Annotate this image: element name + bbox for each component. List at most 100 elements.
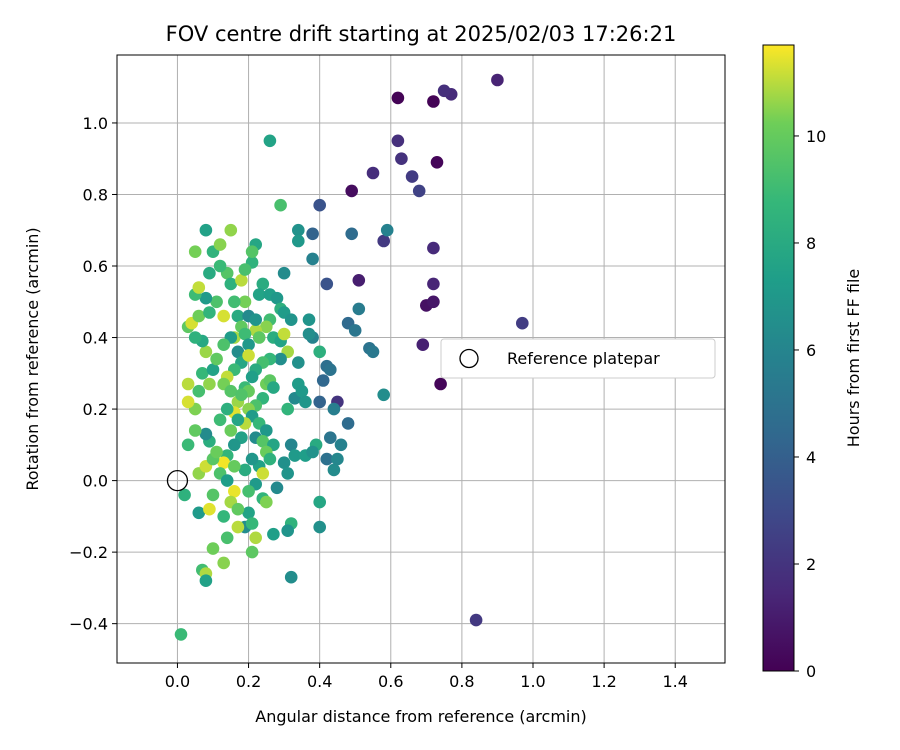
data-point	[320, 277, 334, 291]
colorbar-tick-label: 8	[806, 234, 816, 253]
data-point	[231, 502, 245, 516]
legend-box	[440, 338, 716, 379]
data-point	[263, 452, 277, 466]
data-point	[252, 288, 266, 301]
data-point	[231, 520, 245, 534]
colorbar-tick-label: 0	[806, 662, 816, 681]
data-point	[245, 517, 259, 530]
colorbar: 0 2 4 6 8 10 Hours from first FF file	[762, 44, 863, 681]
data-point	[327, 463, 341, 477]
legend: Reference platepar	[440, 338, 716, 379]
data-point	[277, 456, 291, 470]
data-point	[377, 234, 391, 248]
y-tick-label: 1.0	[83, 114, 108, 133]
data-point	[174, 628, 188, 641]
data-point	[277, 266, 291, 280]
data-point	[405, 170, 419, 183]
data-point	[260, 320, 273, 334]
data-point	[274, 352, 287, 366]
axes-frame	[116, 54, 726, 664]
data-point	[391, 91, 405, 105]
data-point	[324, 363, 337, 377]
data-point	[427, 277, 440, 291]
y-tick-label: 0.2	[83, 400, 108, 419]
data-point	[281, 402, 295, 416]
data-point	[210, 352, 223, 366]
data-point	[292, 234, 305, 248]
data-point	[391, 134, 405, 148]
data-point	[302, 313, 316, 327]
x-tick-label: 0.0	[165, 672, 190, 691]
colorbar-tick-label: 6	[806, 341, 816, 360]
data-point	[178, 488, 191, 502]
data-point	[352, 302, 366, 316]
x-tick-label: 0.8	[449, 672, 474, 691]
x-tick-label: 0.4	[307, 672, 332, 691]
data-point	[313, 520, 327, 534]
legend-marker-icon	[459, 348, 479, 369]
y-tick-label: −0.2	[69, 543, 108, 562]
legend-entry-reference: Reference platepar	[507, 349, 660, 368]
data-point	[224, 223, 238, 237]
data-point	[245, 370, 259, 384]
data-point	[210, 295, 223, 309]
data-point	[380, 223, 394, 237]
data-point	[516, 316, 529, 330]
reference-point	[166, 469, 189, 492]
data-point	[245, 545, 259, 559]
x-tick-label: 1.2	[591, 672, 616, 691]
data-point	[267, 381, 280, 394]
data-point	[238, 295, 252, 309]
data-point	[430, 156, 444, 169]
data-point	[281, 467, 295, 480]
data-point	[242, 506, 255, 520]
data-point	[313, 495, 327, 509]
data-point	[299, 395, 312, 409]
x-tick-label: 0.2	[236, 672, 261, 691]
data-point	[188, 245, 202, 258]
data-point	[181, 377, 195, 391]
data-point	[199, 291, 213, 305]
data-point	[427, 295, 440, 309]
data-point	[203, 266, 216, 280]
data-point	[306, 227, 319, 241]
data-point	[288, 449, 302, 462]
data-point	[242, 485, 255, 498]
data-point	[199, 574, 213, 587]
data-point	[206, 542, 220, 555]
data-point	[224, 277, 238, 291]
data-point	[313, 395, 327, 409]
data-point	[231, 309, 245, 323]
data-point	[249, 531, 262, 545]
data-point	[228, 485, 241, 498]
data-point	[277, 327, 291, 341]
data-point	[345, 184, 359, 198]
y-tick-label: 0.4	[83, 329, 108, 348]
data-point	[341, 417, 355, 430]
data-point	[316, 374, 330, 387]
x-axis-ticks: 0.0 0.2 0.4 0.6 0.8 1.0 1.2 1.4	[165, 663, 688, 691]
data-point	[267, 527, 280, 541]
data-point	[228, 438, 241, 452]
data-point	[260, 495, 273, 509]
data-point	[366, 345, 380, 359]
data-point	[427, 95, 440, 108]
colorbar-ticks: 0 2 4 6 8 10	[794, 127, 826, 681]
data-point	[188, 424, 202, 437]
data-point	[228, 295, 241, 309]
data-point	[306, 445, 319, 459]
y-tick-label: 0.0	[83, 472, 108, 491]
data-point	[306, 252, 319, 266]
data-point	[366, 166, 380, 180]
y-axis-ticks: −0.4 −0.2 0.0 0.2 0.4 0.6 0.8 1.0	[69, 114, 117, 634]
data-point	[217, 338, 230, 352]
data-point	[256, 435, 270, 448]
data-point	[412, 184, 426, 198]
colorbar-gradient	[762, 44, 795, 672]
data-point	[217, 510, 230, 523]
data-point	[203, 377, 216, 391]
data-point	[292, 223, 305, 237]
data-point	[213, 413, 227, 427]
data-point	[203, 306, 216, 319]
data-point	[249, 313, 262, 327]
